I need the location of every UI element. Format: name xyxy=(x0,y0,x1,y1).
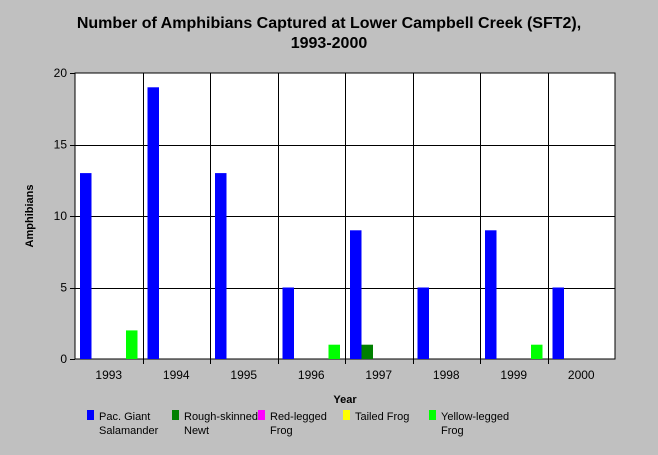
bar xyxy=(350,230,362,359)
legend-label: Rough-skinned xyxy=(184,411,258,423)
chart-title-line-1: Number of Amphibians Captured at Lower C… xyxy=(76,15,582,32)
bar xyxy=(417,287,429,359)
y-tick-label: 5 xyxy=(60,281,67,295)
legend-swatch xyxy=(258,410,265,420)
legend-swatch xyxy=(172,410,179,420)
x-tick-label: 2000 xyxy=(568,368,595,382)
y-tick-label: 20 xyxy=(54,66,68,80)
legend-label: Pac. Giant xyxy=(99,411,150,423)
legend-swatch xyxy=(429,410,436,420)
bar xyxy=(215,173,227,359)
gridlines xyxy=(75,73,615,364)
legend-label: Red-legged xyxy=(270,411,327,423)
bar xyxy=(531,344,543,359)
legend-label: Yellow-legged xyxy=(441,411,509,423)
bar xyxy=(80,173,92,359)
bar xyxy=(147,87,159,360)
legend-label: Tailed Frog xyxy=(355,411,409,423)
legend-swatch xyxy=(87,410,94,420)
legend-swatch xyxy=(343,410,350,420)
y-tick-label: 0 xyxy=(60,352,67,366)
bars xyxy=(80,87,564,360)
x-tick-label: 1997 xyxy=(365,368,392,382)
x-tick-label: 1998 xyxy=(433,368,460,382)
legend-label: Frog xyxy=(270,425,293,437)
x-tick-labels: 1993 1994 1995 1996 1997 1998 1999 2000 xyxy=(95,368,595,382)
legend: Pac. Giant Salamander Rough-skinned Newt Red… xyxy=(87,410,509,437)
x-tick-label: 1996 xyxy=(298,368,325,382)
chart-title-line-2: 1993-2000 xyxy=(290,35,368,52)
bar xyxy=(328,344,340,359)
x-tick-label: 1995 xyxy=(230,368,257,382)
bar xyxy=(126,330,138,359)
chart-title: Number of Amphibians Captured at Lower C… xyxy=(0,14,658,54)
y-axis-title: Amphibians xyxy=(24,185,36,248)
x-axis-title: Year xyxy=(333,394,357,406)
legend-label: Salamander xyxy=(99,425,159,437)
x-tick-label: 1993 xyxy=(95,368,122,382)
x-tick-label: 1999 xyxy=(500,368,527,382)
legend-label: Frog xyxy=(441,425,464,437)
bar xyxy=(282,287,294,359)
bar xyxy=(361,344,373,359)
bar xyxy=(485,230,497,359)
bar xyxy=(552,287,564,359)
y-tick-labels: 0 5 10 15 20 xyxy=(54,66,75,366)
x-tick-label: 1994 xyxy=(163,368,190,382)
y-tick-label: 15 xyxy=(54,138,68,152)
y-tick-label: 10 xyxy=(54,209,68,223)
legend-label: Newt xyxy=(184,425,209,437)
